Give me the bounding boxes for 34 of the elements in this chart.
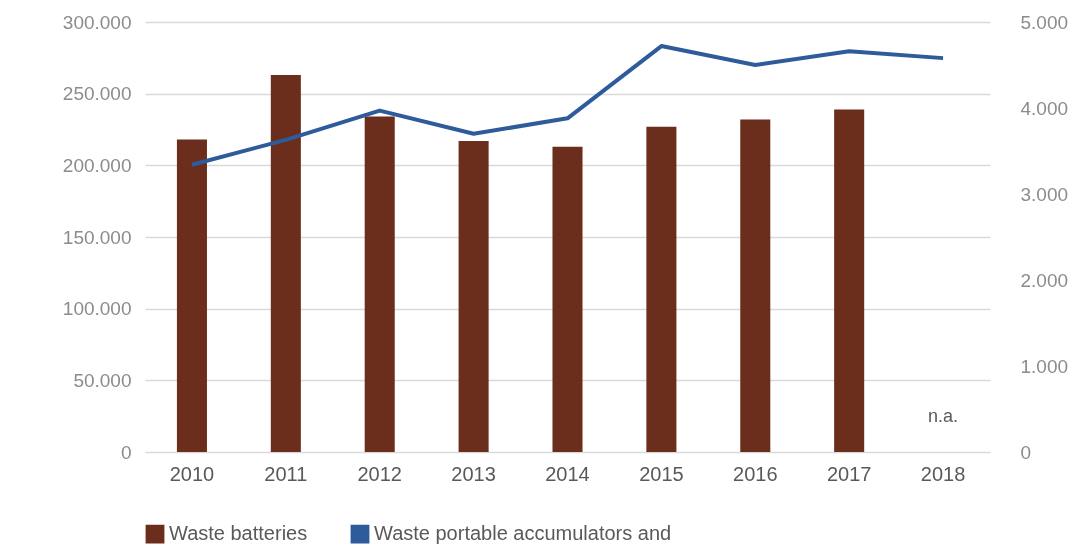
legend-label: Waste portable accumulators and [374,522,672,545]
x-tick-label: 2018 [920,462,966,485]
bar [740,119,771,452]
x-tick-label: 2016 [733,462,778,485]
x-tick-label: 2010 [169,462,215,485]
x-tick-label: 2011 [264,462,308,485]
bar [270,75,301,452]
y-tick-label: 0 [120,441,132,463]
x-tick-label: 2017 [826,462,872,485]
bar [176,139,207,452]
bar [646,126,677,452]
y-tick-label: 200.000 [62,154,132,176]
x-tick-label: 2014 [545,462,590,485]
y-tick-label: 100.000 [62,298,132,320]
y2-tick-label: 3.000 [1020,183,1069,205]
y2-tick-label: 5.000 [1020,11,1069,33]
bar [834,109,865,452]
legend-label: Waste batteries [169,522,308,545]
x-tick-label: 2013 [451,462,496,485]
bar [458,140,489,452]
y-tick-label: 250.000 [62,83,132,105]
y-tick-label: 300.000 [62,11,132,33]
x-tick-label: 2012 [357,462,402,485]
y2-tick-label: 0 [1020,441,1032,463]
bar [364,116,395,452]
x-tick-label: 2015 [639,462,684,485]
y2-tick-label: 1.000 [1020,355,1069,377]
y-tick-label: 150.000 [62,226,132,248]
y-tick-label: 50.000 [73,369,132,391]
annotation: n.a. [927,406,959,426]
y2-tick-label: 2.000 [1020,269,1069,291]
y2-tick-label: 4.000 [1020,97,1069,119]
bar [552,146,583,452]
line-series [189,44,946,167]
